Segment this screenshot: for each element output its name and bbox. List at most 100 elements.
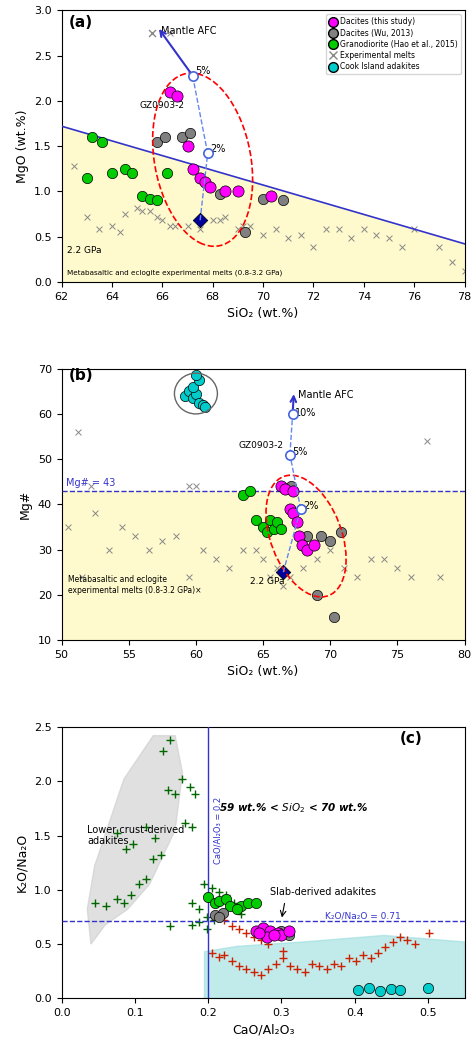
Point: [436, 239, 443, 256]
Point: [398, 239, 405, 256]
Point: [259, 227, 267, 243]
Point: [345, 950, 353, 966]
Point: [166, 917, 174, 934]
Point: [190, 379, 197, 395]
Legend: Dacites (this study), Dacites (Wu, 2013), Granodiorite (Hao et al., 2015), Exper: Dacites (this study), Dacites (Wu, 2013)…: [326, 15, 461, 75]
Point: [157, 847, 164, 863]
Point: [266, 922, 274, 939]
Point: [437, 569, 444, 586]
Point: [270, 927, 278, 943]
Text: 2%: 2%: [211, 144, 226, 154]
Point: [301, 964, 309, 981]
Point: [242, 925, 250, 941]
Point: [255, 925, 263, 941]
Point: [173, 88, 181, 105]
Point: [286, 958, 294, 974]
Point: [380, 550, 388, 567]
Point: [278, 922, 285, 939]
Point: [403, 932, 411, 948]
Point: [283, 480, 291, 497]
Point: [461, 263, 468, 280]
Point: [113, 825, 120, 841]
Point: [316, 958, 323, 974]
Point: [281, 480, 288, 497]
Point: [171, 217, 179, 234]
Point: [105, 541, 112, 557]
Point: [272, 222, 280, 238]
Point: [234, 901, 241, 917]
Point: [322, 222, 330, 238]
Polygon shape: [204, 935, 465, 998]
Point: [138, 187, 146, 204]
Point: [355, 982, 362, 998]
Point: [365, 980, 373, 996]
Point: [226, 898, 234, 914]
Point: [286, 569, 294, 586]
Point: [424, 980, 432, 996]
Point: [242, 961, 250, 978]
Point: [219, 905, 227, 921]
Point: [234, 222, 242, 238]
Point: [164, 165, 171, 182]
Point: [189, 68, 196, 84]
Point: [327, 532, 334, 549]
Point: [166, 217, 173, 234]
Point: [98, 133, 106, 150]
Point: [360, 946, 367, 963]
Point: [142, 818, 150, 835]
Point: [158, 212, 166, 229]
Point: [220, 946, 228, 963]
Point: [212, 550, 220, 567]
Point: [135, 876, 142, 892]
Text: Mg# = 43: Mg# = 43: [65, 478, 115, 489]
Point: [228, 917, 236, 934]
Point: [411, 936, 419, 953]
Point: [196, 222, 204, 238]
Point: [250, 964, 257, 981]
Point: [154, 208, 161, 225]
Point: [215, 948, 223, 965]
Text: 2.2 GPa: 2.2 GPa: [67, 245, 101, 255]
Point: [300, 560, 307, 576]
Y-axis label: MgO (wt.%): MgO (wt.%): [16, 109, 28, 183]
Point: [195, 394, 202, 411]
Point: [181, 814, 189, 831]
Point: [201, 174, 209, 190]
Point: [423, 433, 431, 449]
Point: [285, 927, 292, 943]
Point: [91, 505, 99, 522]
Point: [128, 165, 136, 182]
Point: [296, 527, 303, 544]
Point: [259, 519, 267, 536]
Point: [323, 961, 330, 978]
Point: [352, 954, 360, 970]
Point: [246, 217, 254, 234]
Point: [267, 187, 274, 204]
Point: [83, 170, 91, 186]
Point: [263, 928, 271, 944]
Point: [303, 527, 311, 544]
Point: [396, 982, 404, 998]
Point: [113, 890, 120, 907]
Point: [192, 385, 200, 401]
Point: [192, 367, 200, 384]
Point: [253, 541, 260, 557]
Point: [215, 892, 223, 909]
Point: [195, 371, 202, 388]
Point: [330, 956, 338, 972]
Point: [250, 928, 257, 944]
Point: [128, 166, 136, 183]
Point: [347, 230, 355, 246]
Point: [186, 778, 193, 795]
Point: [367, 950, 374, 966]
Point: [426, 925, 433, 941]
Point: [264, 961, 272, 978]
Point: [146, 190, 154, 207]
Point: [166, 25, 173, 42]
Text: 2%: 2%: [303, 501, 319, 511]
Point: [286, 500, 294, 517]
Point: [257, 966, 264, 983]
Text: GZ0903-2: GZ0903-2: [140, 101, 185, 110]
Point: [179, 771, 186, 787]
Point: [196, 914, 203, 931]
